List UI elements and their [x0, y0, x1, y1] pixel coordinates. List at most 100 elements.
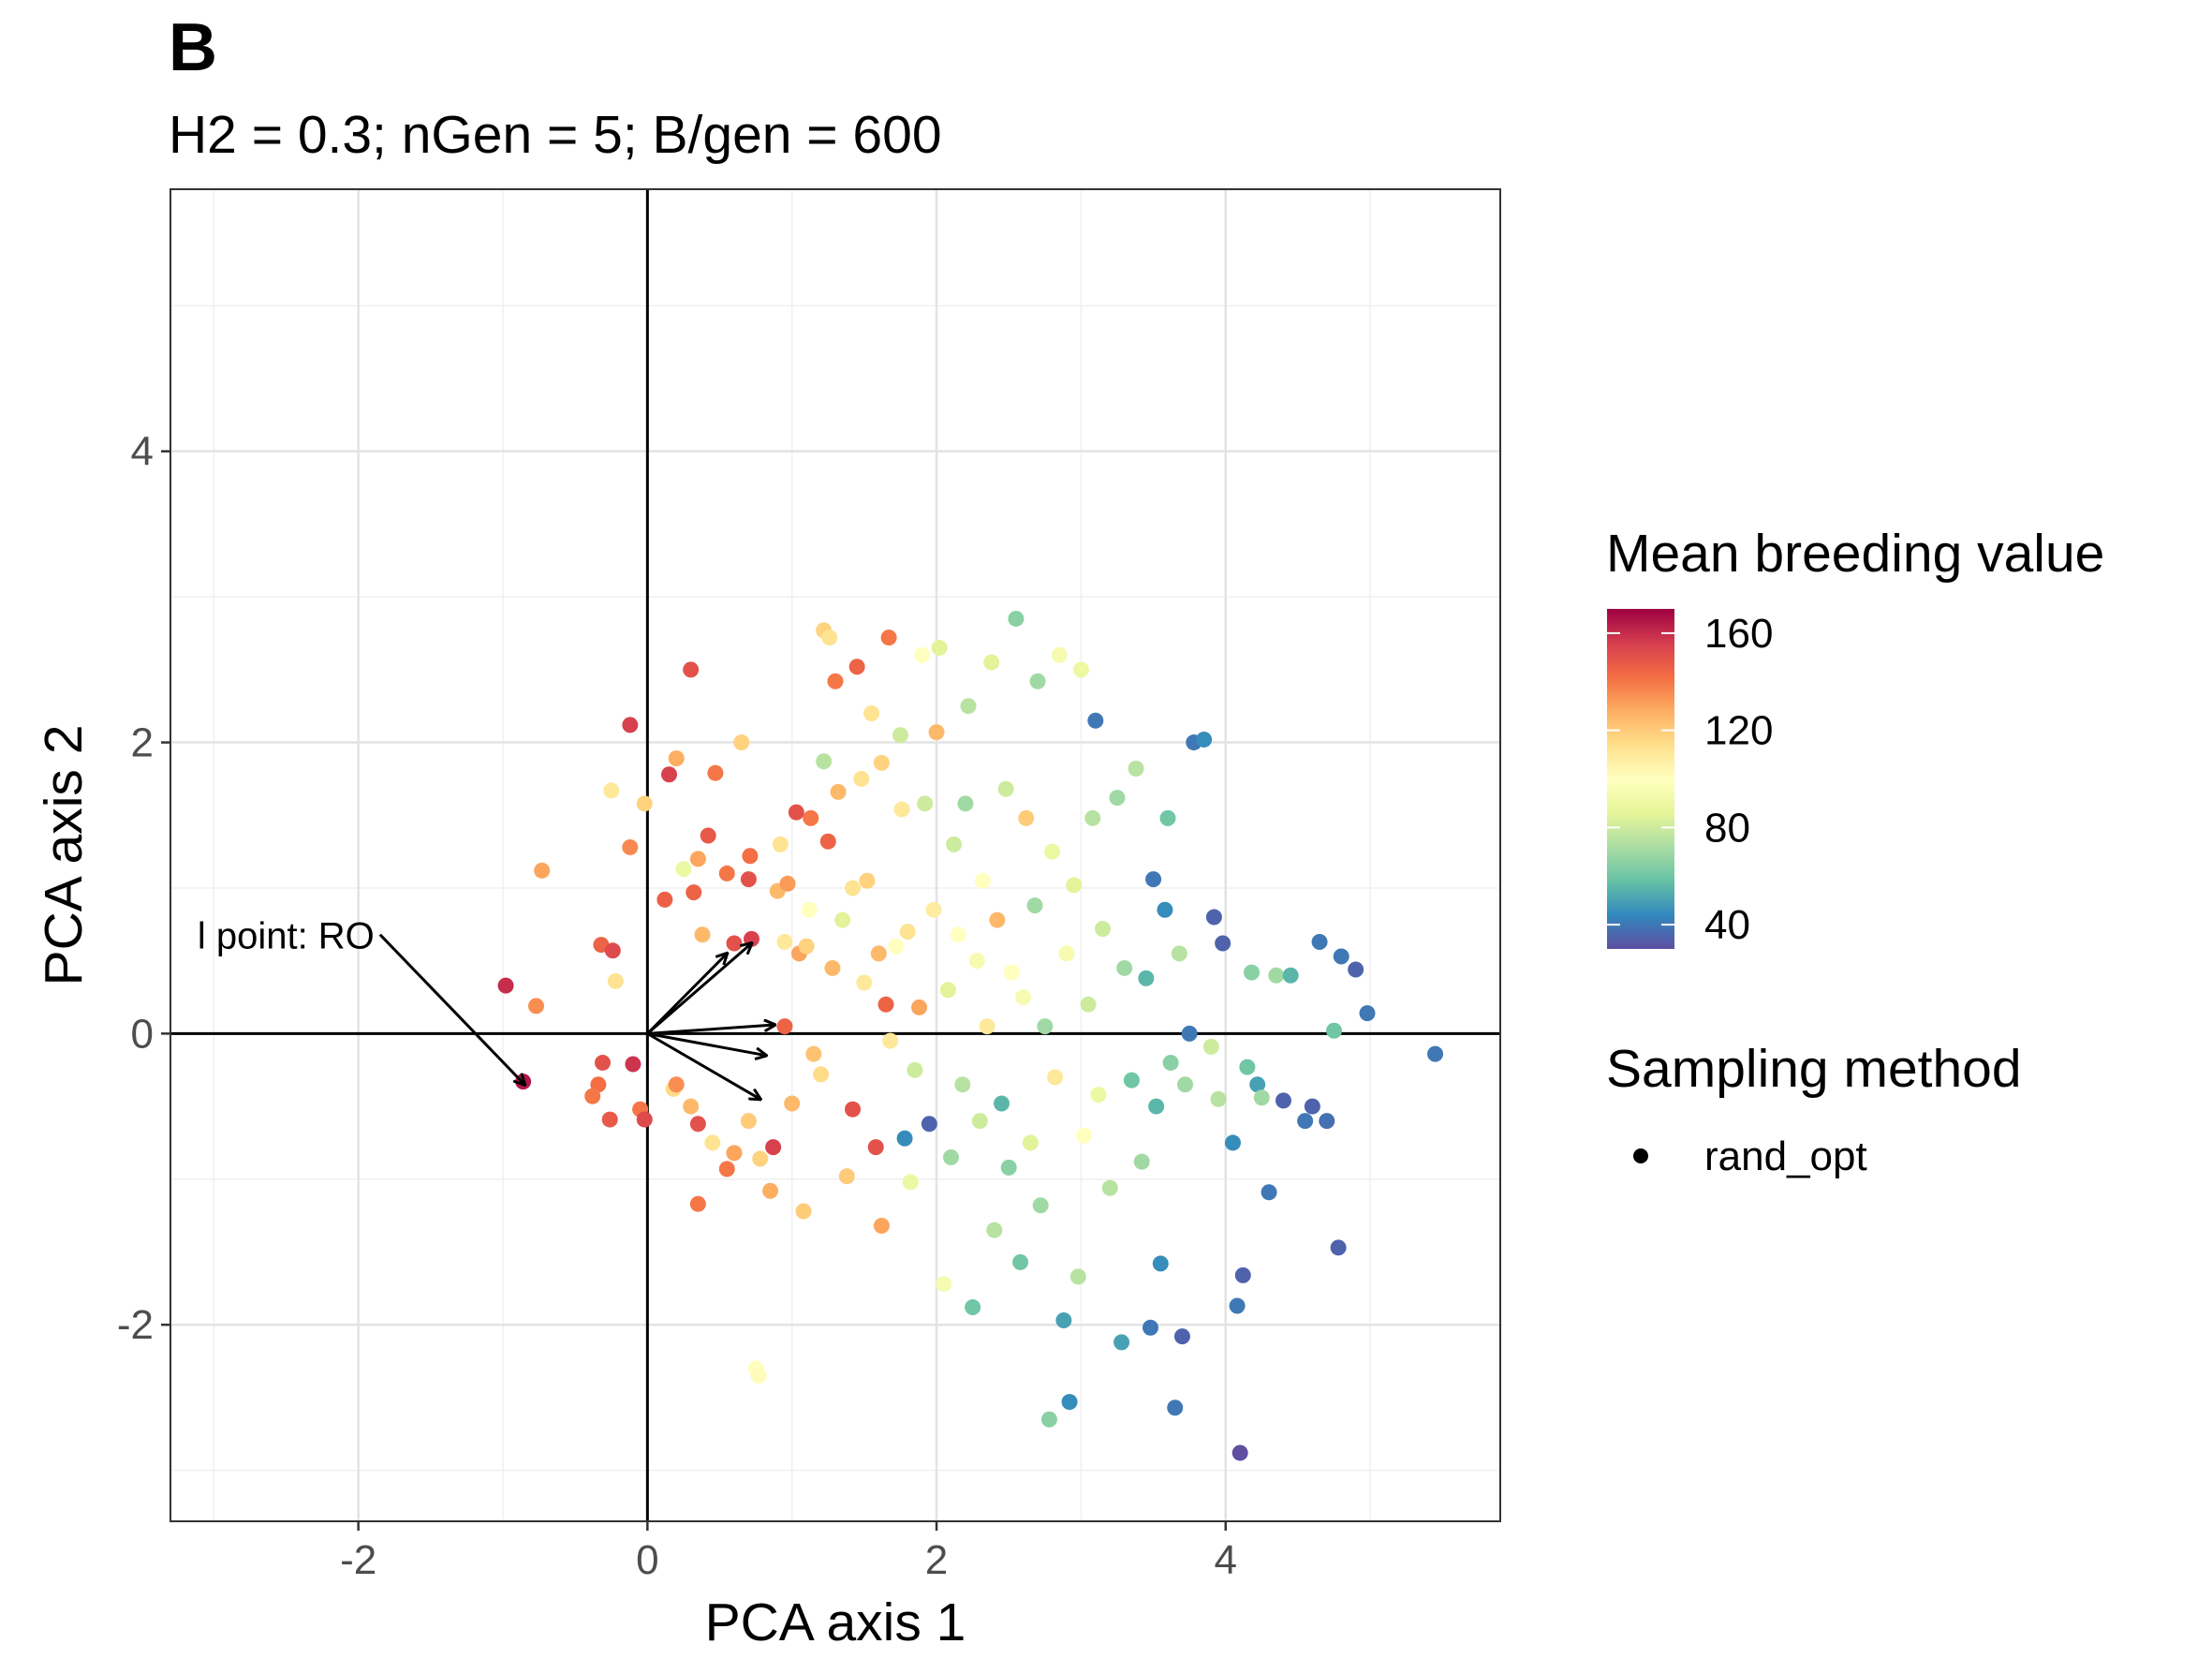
data-point: [625, 1056, 641, 1073]
data-point: [694, 926, 711, 943]
data-point: [622, 838, 639, 855]
color-bar-label: 80: [1704, 805, 1750, 851]
data-point: [803, 809, 819, 826]
data-point: [603, 782, 620, 799]
data-point: [1113, 1334, 1130, 1351]
data-point: [1123, 1072, 1140, 1089]
x-axis-title: PCA axis 1: [705, 1592, 966, 1652]
data-point: [880, 630, 897, 646]
loading-arrow: [646, 954, 727, 1035]
data-point: [1022, 1134, 1039, 1151]
data-point: [845, 880, 862, 896]
annotation-arrow: [378, 933, 524, 1085]
data-point: [1066, 877, 1083, 894]
x-tick-label: 2: [925, 1537, 948, 1583]
data-point: [726, 1145, 743, 1162]
data-point: [824, 959, 841, 976]
data-point: [882, 1032, 899, 1049]
data-point: [534, 862, 551, 879]
data-point: [776, 933, 793, 950]
data-point: [1205, 909, 1222, 926]
data-point: [997, 780, 1014, 797]
data-point: [827, 673, 844, 689]
data-point: [689, 1195, 706, 1212]
data-point: [686, 884, 702, 901]
loading-arrow: [647, 1025, 774, 1035]
color-legend-title: Mean breeding value: [1606, 524, 2104, 584]
data-point: [965, 1299, 981, 1316]
grid-minor: [170, 189, 1500, 1521]
data-point: [1359, 1005, 1376, 1022]
data-point: [1087, 712, 1104, 729]
data-point: [1319, 1113, 1335, 1130]
data-point: [1215, 935, 1231, 952]
data-point: [902, 1174, 919, 1191]
data-point: [1026, 897, 1043, 914]
data-point: [834, 911, 851, 928]
data-point: [718, 1161, 735, 1178]
data-point: [1116, 959, 1133, 976]
data-point: [801, 901, 818, 918]
data-point: [668, 1076, 685, 1093]
data-point: [979, 1018, 995, 1035]
data-point: [914, 646, 931, 663]
data-point: [1348, 961, 1364, 978]
data-point: [622, 717, 639, 733]
data-point: [968, 953, 985, 970]
data-point: [1282, 967, 1299, 984]
data-point: [1138, 970, 1155, 986]
data-point: [957, 795, 974, 812]
data-point: [1029, 673, 1046, 689]
data-point: [1032, 1197, 1049, 1214]
data-point: [772, 836, 789, 852]
data-point: [1171, 945, 1187, 962]
y-tick-label: -2: [117, 1302, 154, 1348]
data-point: [656, 891, 673, 908]
data-point: [863, 704, 880, 721]
data-point: [604, 942, 621, 959]
data-point: [1047, 1069, 1064, 1086]
data-point: [704, 1134, 721, 1151]
data-point: [750, 1368, 767, 1385]
loading-arrow: [647, 1031, 766, 1055]
data-point: [1253, 1089, 1270, 1106]
data-point: [1167, 1400, 1184, 1416]
data-point: [700, 827, 716, 844]
color-bar-label: 160: [1704, 611, 1773, 657]
data-point: [899, 924, 916, 941]
data-point: [1051, 646, 1068, 663]
plot-panel: [170, 189, 1500, 1521]
data-point: [892, 727, 908, 744]
data-point: [873, 754, 890, 771]
data-point: [636, 1111, 653, 1128]
data-point: [1159, 809, 1176, 826]
y-tick-label: 2: [131, 720, 154, 766]
data-point: [1142, 1319, 1158, 1336]
shape-legend-title: Sampling method: [1606, 1039, 2022, 1099]
data-point: [1109, 790, 1126, 807]
data-point: [1173, 1328, 1190, 1345]
data-point: [1330, 1239, 1347, 1256]
data-point: [1249, 1076, 1266, 1093]
data-point: [661, 766, 677, 783]
annotation: l point: RO: [198, 916, 524, 1085]
data-point: [528, 998, 544, 1015]
data-point: [1326, 1022, 1342, 1039]
data-point: [776, 1018, 793, 1035]
data-point: [1145, 871, 1162, 888]
data-point: [950, 926, 966, 943]
data-point: [497, 977, 514, 994]
data-point: [1080, 996, 1097, 1013]
panel-tag: B: [169, 10, 217, 85]
data-point: [1003, 964, 1020, 981]
data-point: [689, 851, 706, 867]
data-point: [726, 935, 743, 952]
data-point: [1239, 1059, 1256, 1075]
data-point: [1229, 1297, 1246, 1314]
data-point: [636, 795, 653, 812]
data-point: [1012, 1253, 1029, 1270]
data-point: [683, 661, 700, 678]
data-point: [1055, 1312, 1072, 1329]
data-point: [779, 875, 796, 892]
data-point: [742, 848, 759, 865]
